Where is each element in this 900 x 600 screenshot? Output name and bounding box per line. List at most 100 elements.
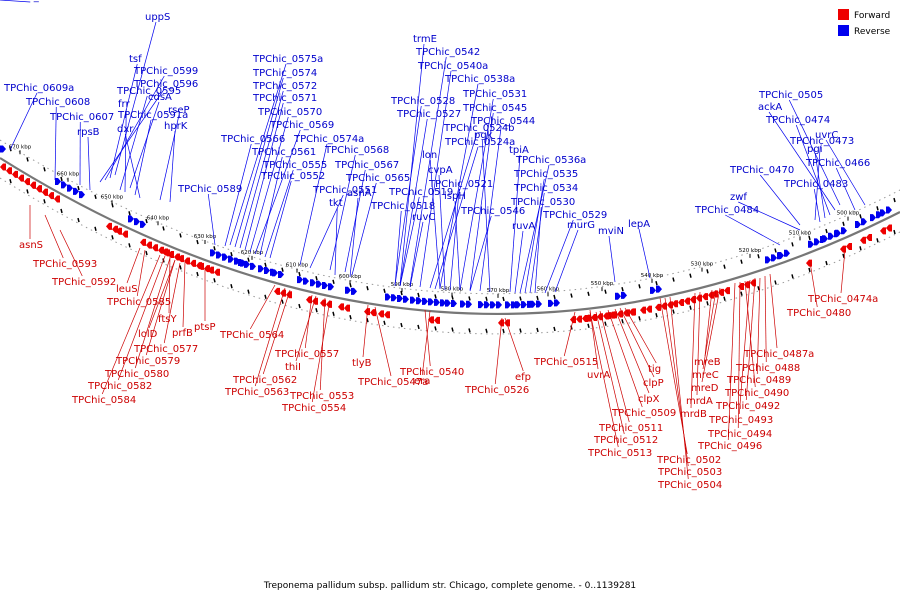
forward-gene-arrow — [106, 222, 112, 230]
outer-dotted-ring — [0, 139, 900, 295]
legend-reverse-swatch — [838, 25, 849, 36]
minor-tick — [468, 296, 471, 301]
reverse-gene-arrow — [210, 249, 216, 257]
reverse-gene-label: TPChic_0538a — [444, 74, 515, 85]
forward-gene-label: TPChic_0593 — [32, 259, 97, 270]
reverse-gene-arrow — [841, 227, 847, 235]
reverse-leader-line — [469, 112, 494, 291]
forward-leader-line — [362, 304, 369, 358]
forward-gene-arrow — [274, 287, 280, 295]
reverse-gene-arrow — [445, 299, 451, 307]
reverse-gene-arrow — [536, 300, 542, 308]
reverse-leader-line — [259, 156, 283, 256]
minor-tick — [247, 289, 250, 294]
minor-tick — [740, 259, 743, 264]
reverse-gene-label: tkt — [329, 198, 343, 209]
minor-tick — [587, 323, 590, 328]
forward-gene-label: TPChic_0487a — [743, 349, 814, 360]
reverse-gene-arrow — [0, 145, 6, 153]
minor-tick — [77, 185, 80, 191]
forward-leader-line — [126, 247, 141, 284]
reverse-gene-label: ispH — [444, 191, 466, 202]
forward-leader-line — [134, 257, 171, 369]
reverse-gene-label: TPChic_0595 — [116, 86, 181, 97]
forward-gene-arrow — [36, 185, 42, 193]
reverse-gene-arrow — [478, 301, 484, 309]
reverse-leader-line — [509, 154, 521, 293]
reverse-leader-line — [438, 174, 446, 291]
forward-leader-line — [744, 280, 756, 388]
forward-gene-label: efp — [515, 372, 531, 383]
forward-gene-arrow — [122, 230, 128, 238]
reverse-gene-arrow — [351, 287, 357, 295]
reverse-gene-label: TPChic_0566 — [220, 134, 285, 145]
forward-gene-arrow — [684, 297, 690, 305]
minor-tick — [349, 315, 352, 320]
reverse-gene-arrow — [490, 301, 496, 309]
forward-gene-arrow — [0, 163, 6, 171]
forward-leader-line — [148, 259, 176, 329]
reverse-gene-arrow — [428, 298, 434, 306]
minor-tick — [502, 328, 505, 334]
reverse-leader-line — [109, 63, 138, 179]
reverse-gene-arrow — [855, 221, 861, 229]
forward-gene-arrow — [198, 262, 204, 270]
minor-tick — [706, 269, 709, 274]
forward-leader-line — [182, 261, 186, 328]
reverse-leader-line — [469, 215, 492, 292]
minor-tick — [400, 322, 403, 328]
reverse-leader-line — [159, 114, 180, 201]
minor-tick — [128, 211, 131, 216]
reverse-gene-label: TPChic_0572 — [252, 81, 317, 92]
forward-gene-label: TPChic_0579 — [115, 356, 180, 367]
forward-gene-label: prfB — [172, 328, 193, 339]
reverse-leader-line — [768, 111, 836, 211]
reverse-leader-line — [207, 193, 216, 246]
minor-tick — [859, 246, 862, 251]
reverse-leader-line — [409, 56, 447, 286]
minor-tick — [383, 320, 386, 325]
reverse-gene-arrow — [615, 292, 621, 300]
reverse-leader-line — [399, 43, 425, 286]
reverse-leader-line — [481, 139, 491, 293]
forward-gene-arrow — [724, 287, 730, 295]
forward-leader-line — [701, 287, 721, 383]
forward-leader-line — [614, 308, 650, 394]
forward-gene-label: TPChic_0557 — [274, 349, 339, 360]
forward-gene-label: TPChic_0592 — [51, 277, 116, 288]
reverse-gene-arrow — [784, 249, 790, 257]
minor-tick — [519, 328, 522, 333]
minor-tick — [519, 296, 522, 301]
minor-tick — [298, 303, 301, 309]
minor-tick — [179, 233, 182, 238]
minor-tick — [451, 327, 454, 332]
forward-gene-arrow — [208, 266, 214, 274]
reverse-gene-arrow — [410, 296, 416, 304]
forward-gene-arrow — [338, 303, 344, 311]
reverse-gene-arrow — [460, 300, 466, 308]
kbp-tick-label: 640 kbp — [147, 215, 170, 221]
forward-gene-label: TPChic_0526 — [464, 385, 529, 396]
kbp-tick-label: 620 kbp — [241, 250, 264, 256]
forward-gene-arrow — [840, 245, 846, 253]
reverse-gene-label: TPChic_0551 — [312, 185, 377, 196]
reverse-leader-line — [224, 143, 252, 247]
minor-tick — [213, 246, 216, 251]
forward-gene-arrow — [667, 301, 673, 309]
reverse-leader-line — [229, 63, 287, 246]
gene-layer — [0, 145, 892, 327]
forward-gene-arrow — [214, 268, 220, 276]
reverse-gene-label: TPChic_0546 — [460, 206, 525, 217]
forward-gene-label: TPChic_0585 — [106, 297, 171, 308]
forward-gene-arrow — [364, 308, 370, 316]
reverse-leader-line — [129, 101, 160, 189]
reverse-leader-line — [0, 0, 31, 3]
forward-leader-line — [624, 307, 657, 364]
minor-tick — [417, 292, 420, 298]
minor-tick — [893, 197, 896, 203]
reverse-gene-label: TPChic_0524b — [443, 123, 515, 134]
reverse-gene-label: TPChic_0552 — [260, 171, 325, 182]
kbp-tick-label: 670 kbp — [9, 144, 32, 150]
reverse-leader-line — [795, 124, 831, 216]
kbp-tick-label: 540 kbp — [641, 273, 664, 279]
